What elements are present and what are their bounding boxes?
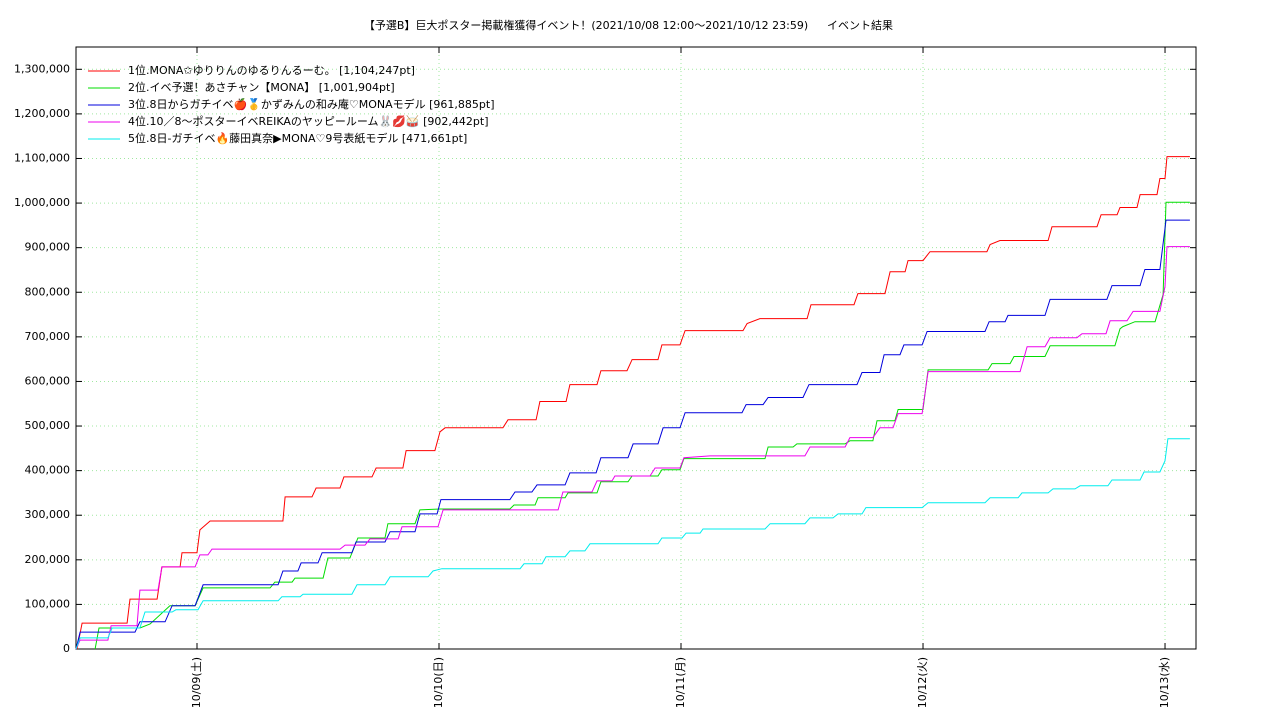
y-tick-label: 400,000	[25, 464, 71, 477]
x-tick-label: 10/13(水)	[1158, 657, 1171, 708]
legend-label: 3位.8日からガチイベ🍎🥇かずみんの和み庵♡MONAモデル [961,885pt…	[128, 97, 495, 111]
x-tick-label: 10/11(月)	[674, 657, 687, 708]
y-tick-label: 1,000,000	[14, 196, 70, 209]
series-line	[76, 156, 1190, 650]
y-tick-label: 200,000	[25, 553, 71, 566]
series-line	[75, 219, 1190, 650]
y-tick-label: 900,000	[25, 241, 71, 254]
x-tick-label: 10/12(火)	[916, 657, 929, 708]
y-tick-label: 0	[63, 642, 70, 655]
series-line	[94, 201, 1190, 650]
y-tick-label: 700,000	[25, 330, 71, 343]
y-tick-label: 800,000	[25, 285, 71, 298]
legend-label: 5位.8日-ガチイベ🔥藤田真奈▶MONA♡9号表紙モデル [471,661pt]	[128, 131, 467, 145]
legend-label: 4位.10／8〜ポスターイベREIKAのヤッピールーム🐰💋🥁 [902,442p…	[128, 114, 489, 128]
x-tick-label: 10/10(日)	[432, 657, 445, 708]
y-tick-label: 1,300,000	[14, 62, 70, 75]
plot-frame	[75, 46, 1197, 650]
series-line	[75, 246, 1190, 650]
legend-label: 1位.MONA✩ゆりりんのゆるりんるーむ。 [1,104,247pt]	[128, 63, 415, 77]
legend-label: 2位.イベ予選！あさチャン【MONA】 [1,001,904pt]	[128, 80, 395, 94]
y-tick-label: 600,000	[25, 374, 71, 387]
y-tick-label: 1,200,000	[14, 107, 70, 120]
series-line	[75, 438, 1190, 650]
chart-title: 【予選B】巨大ポスター掲載権獲得イベント！(2021/10/08 12:00〜2…	[364, 18, 808, 32]
x-tick-label: 10/09(土)	[190, 657, 203, 708]
y-tick-label: 1,100,000	[14, 151, 70, 164]
y-tick-label: 100,000	[25, 597, 71, 610]
y-tick-label: 300,000	[25, 508, 71, 521]
y-tick-label: 500,000	[25, 419, 71, 432]
chart-subtitle: イベント結果	[827, 18, 893, 32]
